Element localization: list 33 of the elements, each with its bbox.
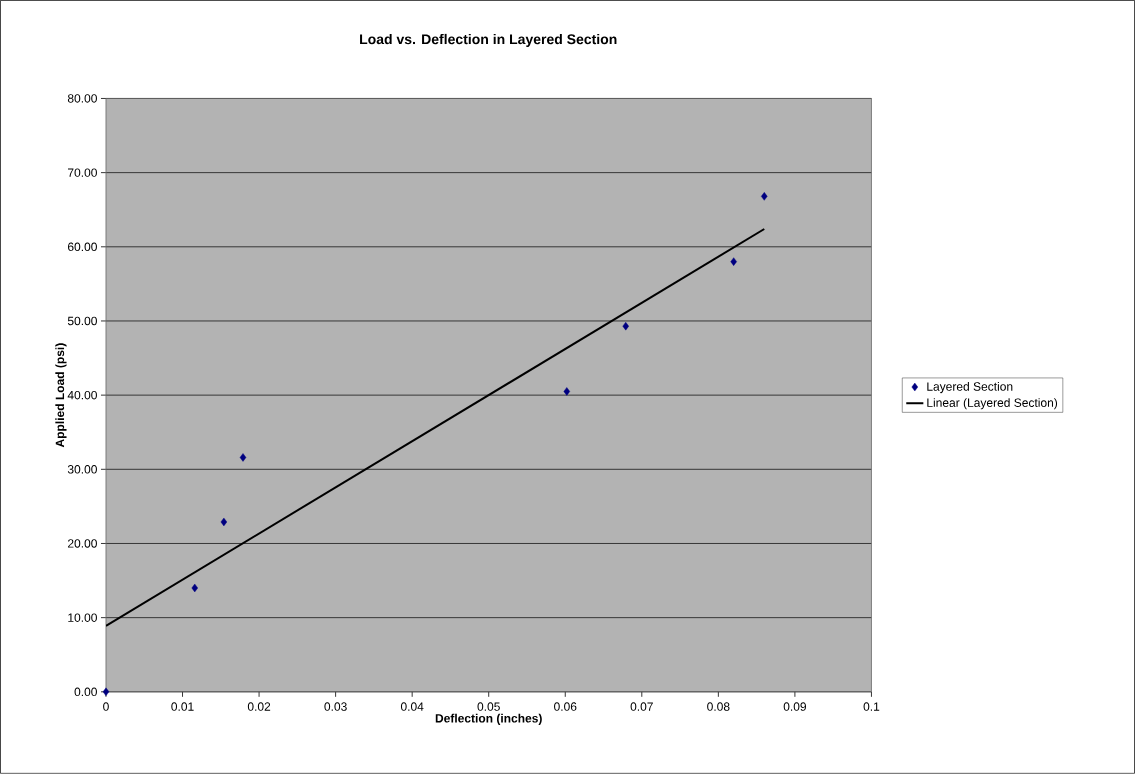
x-tick-label: 0.07 bbox=[630, 702, 653, 711]
y-tick-label: 20.00 bbox=[67, 539, 97, 548]
point bbox=[220, 517, 228, 527]
y-tick-label: 60.00 bbox=[68, 242, 97, 252]
y-tick-label: 30.00 bbox=[67, 465, 97, 474]
x-tick-label: 0.06 bbox=[554, 702, 577, 711]
x-tick-label: 0.08 bbox=[707, 702, 730, 711]
legend-label: Layered Section bbox=[927, 382, 1013, 394]
point bbox=[102, 687, 110, 697]
chart-title: Load vs. Deflection in Layered Section bbox=[360, 33, 617, 48]
y-tick-label: 50.00 bbox=[67, 316, 97, 326]
y-axis-title: Applied Load (psi) bbox=[55, 343, 67, 448]
point bbox=[622, 322, 629, 331]
y-tick-label: 80.00 bbox=[67, 94, 97, 103]
x-tick-label: 0.02 bbox=[247, 702, 271, 711]
x-tick-label: 0 bbox=[103, 702, 109, 711]
y-tick-label: 40.00 bbox=[67, 391, 97, 400]
x-tick-label: 0.1 bbox=[863, 702, 880, 711]
x-tick-label: 0.01 bbox=[171, 702, 194, 711]
point bbox=[563, 387, 570, 396]
x-axis-title: Deflection (inches) bbox=[435, 713, 542, 726]
point bbox=[239, 453, 247, 462]
point bbox=[761, 192, 768, 201]
point bbox=[191, 583, 198, 593]
x-tick-label: 0.05 bbox=[477, 702, 500, 711]
x-tick-label: 0.09 bbox=[783, 702, 807, 711]
y-tick-label: 70.00 bbox=[68, 168, 97, 177]
x-tick-label: 0.04 bbox=[400, 702, 424, 711]
y-tick-label: 0.00 bbox=[74, 687, 97, 697]
legend-label: Linear (Layered Section) bbox=[927, 398, 1058, 410]
x-tick-label: 0.03 bbox=[324, 702, 347, 711]
point bbox=[730, 257, 737, 266]
y-tick-label: 10.00 bbox=[68, 613, 97, 622]
